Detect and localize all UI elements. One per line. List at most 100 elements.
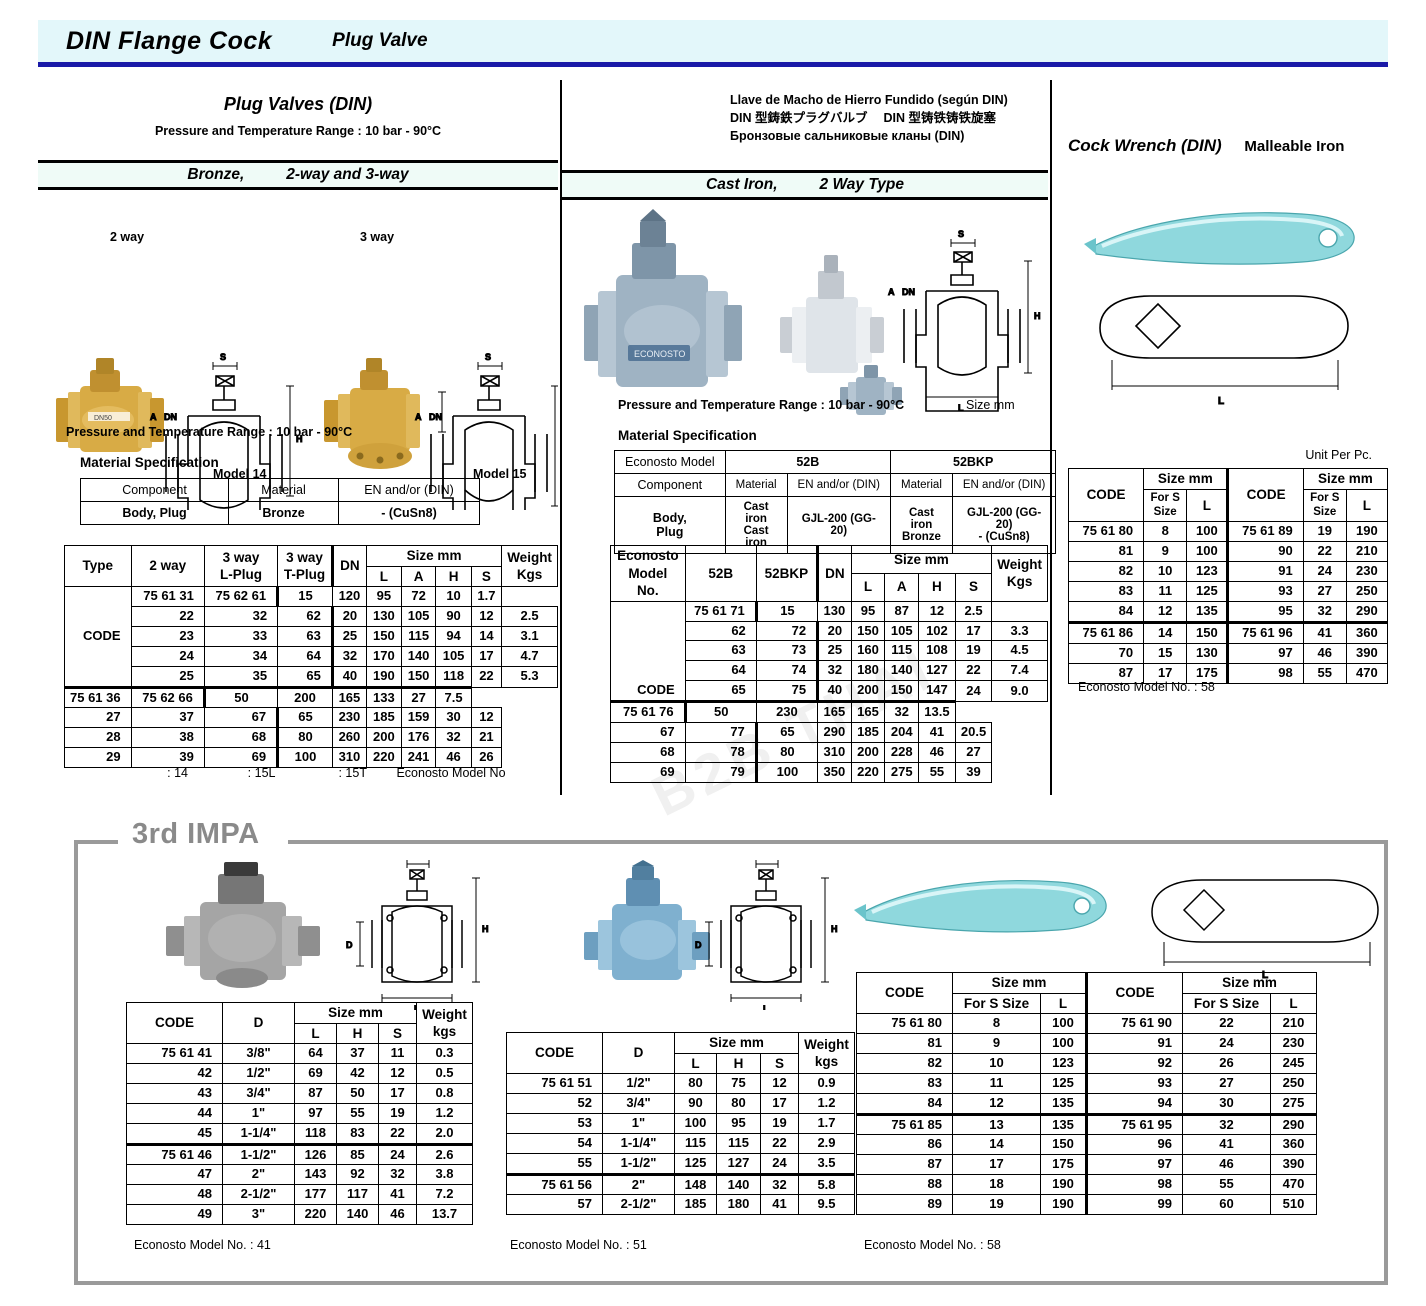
cell-c2: 22 xyxy=(130,605,205,627)
cell-dn: 50 xyxy=(683,700,757,723)
cell-A: 115 xyxy=(884,640,919,662)
cw-col-l-right: L xyxy=(1345,488,1389,523)
cell: 70 xyxy=(1067,642,1145,664)
cell-w: 1.7 xyxy=(470,586,503,607)
svg-text:S: S xyxy=(485,352,491,362)
cell-A: 150 xyxy=(400,665,437,688)
cell-c2: 29 xyxy=(64,747,132,769)
cell-H: 147 xyxy=(917,680,956,703)
col-52bkp: 52BKP xyxy=(755,545,819,602)
cell-H: 85 xyxy=(336,1142,379,1166)
cell-c3l: 35 xyxy=(203,665,279,688)
cell-w: 7.5 xyxy=(435,685,472,709)
mat-body-label: Body, Plug xyxy=(614,496,726,554)
svg-text:DN: DN xyxy=(902,287,915,297)
cell: 84 xyxy=(1067,600,1145,623)
cell: 97 xyxy=(1226,642,1304,664)
cell-S: 11 xyxy=(378,1043,417,1064)
cell-c2: 24 xyxy=(130,645,205,667)
bronze-title-block: Plug Valves (DIN) Pressure and Temperatu… xyxy=(38,80,558,150)
cell: 99 xyxy=(1085,1194,1183,1215)
cell: 135 xyxy=(1186,600,1229,623)
drawing-cock-wrench xyxy=(1099,295,1349,359)
cell: 81 xyxy=(856,1032,953,1054)
cockwrench-footnote: Econosto Model No. : 58 xyxy=(1078,680,1215,694)
cell-dn: 32 xyxy=(816,660,852,682)
table-row: CODE 75 61 71 15 130 95 87 12 2.5 xyxy=(610,600,1048,703)
cell: 250 xyxy=(1345,581,1389,602)
cell: 175 xyxy=(1040,1154,1087,1176)
cell-L: 200 xyxy=(850,680,886,703)
bronze-pt-range-top: Pressure and Temperature Range : 10 bar … xyxy=(154,124,442,138)
cell: 14 xyxy=(952,1134,1041,1156)
cell-dn: 65 xyxy=(754,721,819,743)
cell-H: 50 xyxy=(336,1082,379,1104)
cell: 86 xyxy=(856,1134,953,1156)
cell: 83 xyxy=(856,1072,953,1094)
cell-dn: 40 xyxy=(330,665,368,688)
cell: 55 xyxy=(1302,662,1347,684)
impa-figure-58: L xyxy=(854,879,1379,980)
cell-H: 37 xyxy=(336,1043,379,1064)
cell: 93 xyxy=(1085,1072,1183,1094)
cell-L: 185 xyxy=(674,1194,717,1216)
cell-w: 26 xyxy=(470,747,503,769)
drawing-3way-dimensions: S H A DN xyxy=(415,352,558,507)
cell: 81 xyxy=(1067,541,1145,563)
svg-text:A: A xyxy=(150,412,157,422)
cell-w: 1.2 xyxy=(416,1102,473,1124)
cell-S: 12 xyxy=(760,1073,799,1094)
cell-S: 24 xyxy=(760,1152,799,1175)
multilang-block: Llave de Macho de Hierro Fundido (según … xyxy=(730,92,1050,145)
table-row: 65 75 40 200 150 147 24 9.0 xyxy=(611,680,1048,703)
cell: 190 xyxy=(1040,1194,1087,1215)
cell-kp: 75 xyxy=(755,680,819,703)
cell: 100 xyxy=(1186,521,1229,543)
t51-col-weight: Weight kgs xyxy=(798,1031,855,1075)
cell-w: 39 xyxy=(954,761,993,783)
cell-L: 160 xyxy=(850,640,886,662)
col-S: S xyxy=(470,565,503,588)
cell: 390 xyxy=(1345,642,1389,664)
cell: 18 xyxy=(952,1174,1041,1196)
cell-dn: 40 xyxy=(816,680,852,703)
cell-S: 32 xyxy=(884,700,919,723)
cell-H: 228 xyxy=(884,741,919,763)
col-size-mm-ci: Size mm xyxy=(850,545,993,574)
table-row: Component Material EN and/or (DIN) Mater… xyxy=(614,473,1057,497)
cell-S: 17 xyxy=(760,1092,799,1114)
model-2way: : 14 xyxy=(167,766,188,780)
cell: 32 xyxy=(1302,600,1347,623)
drawing-impa-51-dimensions: S H D L xyxy=(695,860,838,1010)
t41-col-size: Size mm xyxy=(294,1002,417,1024)
cell-L: 177 xyxy=(294,1184,337,1206)
cell: 24 xyxy=(1302,561,1347,583)
cell-d: 1-1/2" xyxy=(602,1152,675,1175)
cw-col-for-s-right: For S Size xyxy=(1302,488,1347,523)
cell-L: 260 xyxy=(331,727,368,749)
mat-v-component: Body, Plug xyxy=(80,501,229,525)
cell-L: 220 xyxy=(294,1204,337,1226)
table-row: 28 38 68 80 260 200 176 32 21 xyxy=(64,727,558,749)
svg-text:L: L xyxy=(958,403,964,413)
col-size-mm: Size mm xyxy=(365,545,503,567)
cell: 27 xyxy=(1182,1072,1271,1094)
cell-L: 310 xyxy=(817,741,852,763)
cell: 175 xyxy=(1186,662,1229,684)
cell-dn: 32 xyxy=(330,645,368,667)
svg-text:H: H xyxy=(296,434,303,444)
cell-L: 126 xyxy=(294,1142,337,1166)
cell: 150 xyxy=(1040,1134,1087,1156)
table-row: 45 1-1/4" 118 83 22 2.0 xyxy=(126,1122,473,1145)
svg-text:L: L xyxy=(1218,396,1224,407)
cell-H: 115 xyxy=(716,1132,761,1154)
cell-c3t: 68 xyxy=(203,727,279,749)
t41-col-S: S xyxy=(378,1022,417,1045)
cell-L: 115 xyxy=(674,1132,717,1154)
model-note: Econosto Model No xyxy=(396,766,506,780)
mat-v-material: Bronze xyxy=(228,501,339,525)
cell: 250 xyxy=(1270,1072,1317,1094)
col-H: H xyxy=(435,565,472,588)
cell: 90 xyxy=(1226,541,1304,563)
cell-A: 165 xyxy=(817,700,852,723)
